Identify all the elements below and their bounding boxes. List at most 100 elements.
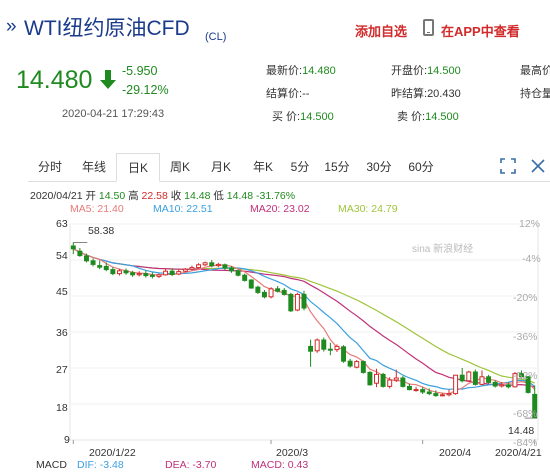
candle-body [149, 274, 155, 277]
candle-body [354, 361, 360, 368]
tab-monthly-k[interactable]: 月K [210, 160, 231, 174]
info-close-label: 收 [170, 190, 182, 202]
stat-prev-settle: 昨结算:20.430 [391, 85, 461, 101]
open-in-app-button[interactable]: 在APP中查看 [441, 24, 520, 39]
stat-buy: 买 价:14.500 [272, 108, 334, 124]
tab-daily-k[interactable]: 日K [116, 153, 160, 182]
symbol-code: (CL) [205, 31, 227, 43]
candle-body [321, 339, 327, 350]
candle-body [268, 288, 274, 298]
candle-body [446, 393, 452, 396]
pct-tick-m52: -52% [513, 370, 538, 382]
info-date: 2020/04/21 [30, 190, 83, 202]
y-tick-54: 54 [56, 250, 68, 262]
tab-year-line[interactable]: 年线 [81, 160, 106, 174]
candle-body [466, 371, 472, 382]
candle-body [103, 265, 109, 271]
candle-body [347, 360, 353, 367]
stat-open: 开盘价:14.500 [391, 62, 461, 78]
stat-settle-value: -- [302, 88, 310, 100]
period-tabs: 分时 年线 日K 周K 月K 年K 5分 15分 30分 60分 [28, 153, 550, 182]
candle-body [156, 274, 162, 277]
candle-body [393, 377, 399, 381]
price-change-percent: -29.12% [122, 83, 169, 97]
y-tick-45: 45 [56, 286, 68, 298]
title-chevrons-icon: » [6, 16, 17, 37]
candle-body [123, 270, 129, 274]
candle-body [130, 272, 136, 276]
expand-icon[interactable] [530, 158, 546, 174]
add-favorite-button[interactable]: 添加自选 [355, 24, 408, 39]
candle-body [163, 270, 169, 276]
candle-body [136, 273, 142, 276]
pct-tick-m20: -20% [513, 292, 538, 304]
x-tick-jan22: 2020/1/22 [89, 447, 136, 459]
candle-body [209, 262, 215, 267]
tab-intraday[interactable]: 分时 [37, 160, 62, 174]
candle-body [308, 345, 314, 352]
y-tick-63: 63 [56, 218, 68, 230]
candle-body [505, 384, 511, 388]
stat-sell-value: 14.500 [425, 111, 459, 123]
y-tick-9: 9 [64, 434, 70, 446]
tab-15min[interactable]: 15分 [324, 160, 350, 174]
candle-body [360, 361, 366, 373]
candle-body [116, 270, 122, 275]
candle-info: 2020/04/21 开 14.50 高 22.58 收 14.48 低 14.… [30, 188, 295, 203]
stat-open-interest: 持仓量 [520, 85, 550, 101]
stat-settle: 结算价:-- [266, 85, 309, 101]
candle-body [327, 348, 333, 351]
candle-body [499, 384, 505, 387]
info-change-pct: -31.76% [255, 190, 296, 202]
candle-body [406, 385, 412, 391]
pct-tick-m84: -84% [513, 437, 538, 449]
tab-yearly-k[interactable]: 年K [252, 160, 273, 174]
candle-body [479, 376, 485, 385]
fullscreen-icon[interactable] [500, 158, 516, 174]
tab-60min[interactable]: 60分 [408, 160, 434, 174]
candle-body [176, 271, 182, 275]
candle-body [255, 286, 261, 293]
ma5-label: MA5: 21.40 [70, 203, 124, 215]
tab-weekly-k[interactable]: 周K [169, 160, 190, 174]
ma10-label: MA10: 22.51 [153, 203, 213, 215]
candle-body [301, 293, 307, 309]
candle-body [261, 291, 267, 298]
candle-body [400, 377, 406, 387]
y-tick-27: 27 [56, 364, 68, 376]
candle-body [97, 265, 103, 268]
x-tick-apr21: 2020/4/21 [495, 447, 542, 459]
candle-body [367, 371, 373, 386]
stat-high: 最高价 [520, 62, 550, 78]
candle-body [222, 264, 228, 269]
candle-body [143, 273, 149, 277]
candle-body [420, 389, 426, 393]
candle-body [387, 379, 393, 387]
candle-body [426, 391, 432, 395]
candle-body [374, 373, 379, 384]
candle-body [314, 339, 320, 352]
pct-tick-m68: -68% [513, 408, 538, 420]
stat-open-value: 14.500 [427, 65, 461, 77]
candle-body [341, 346, 347, 362]
macd-title: MACD [36, 459, 67, 471]
candle-body [229, 267, 234, 272]
candle-body [472, 371, 478, 385]
candle-body [413, 389, 419, 392]
stat-settle-label: 结算价: [266, 88, 303, 100]
candle-body [77, 250, 83, 257]
stat-buy-label: 买 价: [272, 111, 301, 123]
tab-5min[interactable]: 5分 [290, 160, 310, 174]
candle-body [294, 293, 300, 311]
y-tick-36: 36 [56, 327, 68, 339]
candle-body [433, 393, 439, 397]
candle-body [84, 255, 89, 262]
candle-body [486, 376, 492, 383]
stat-sell-label: 卖 价: [397, 111, 426, 123]
candle-body [275, 288, 281, 292]
pct-tick-m4: -4% [522, 253, 541, 265]
tab-30min[interactable]: 30分 [366, 160, 392, 174]
candle-body [525, 376, 531, 393]
info-close: 14.48 [184, 190, 211, 202]
